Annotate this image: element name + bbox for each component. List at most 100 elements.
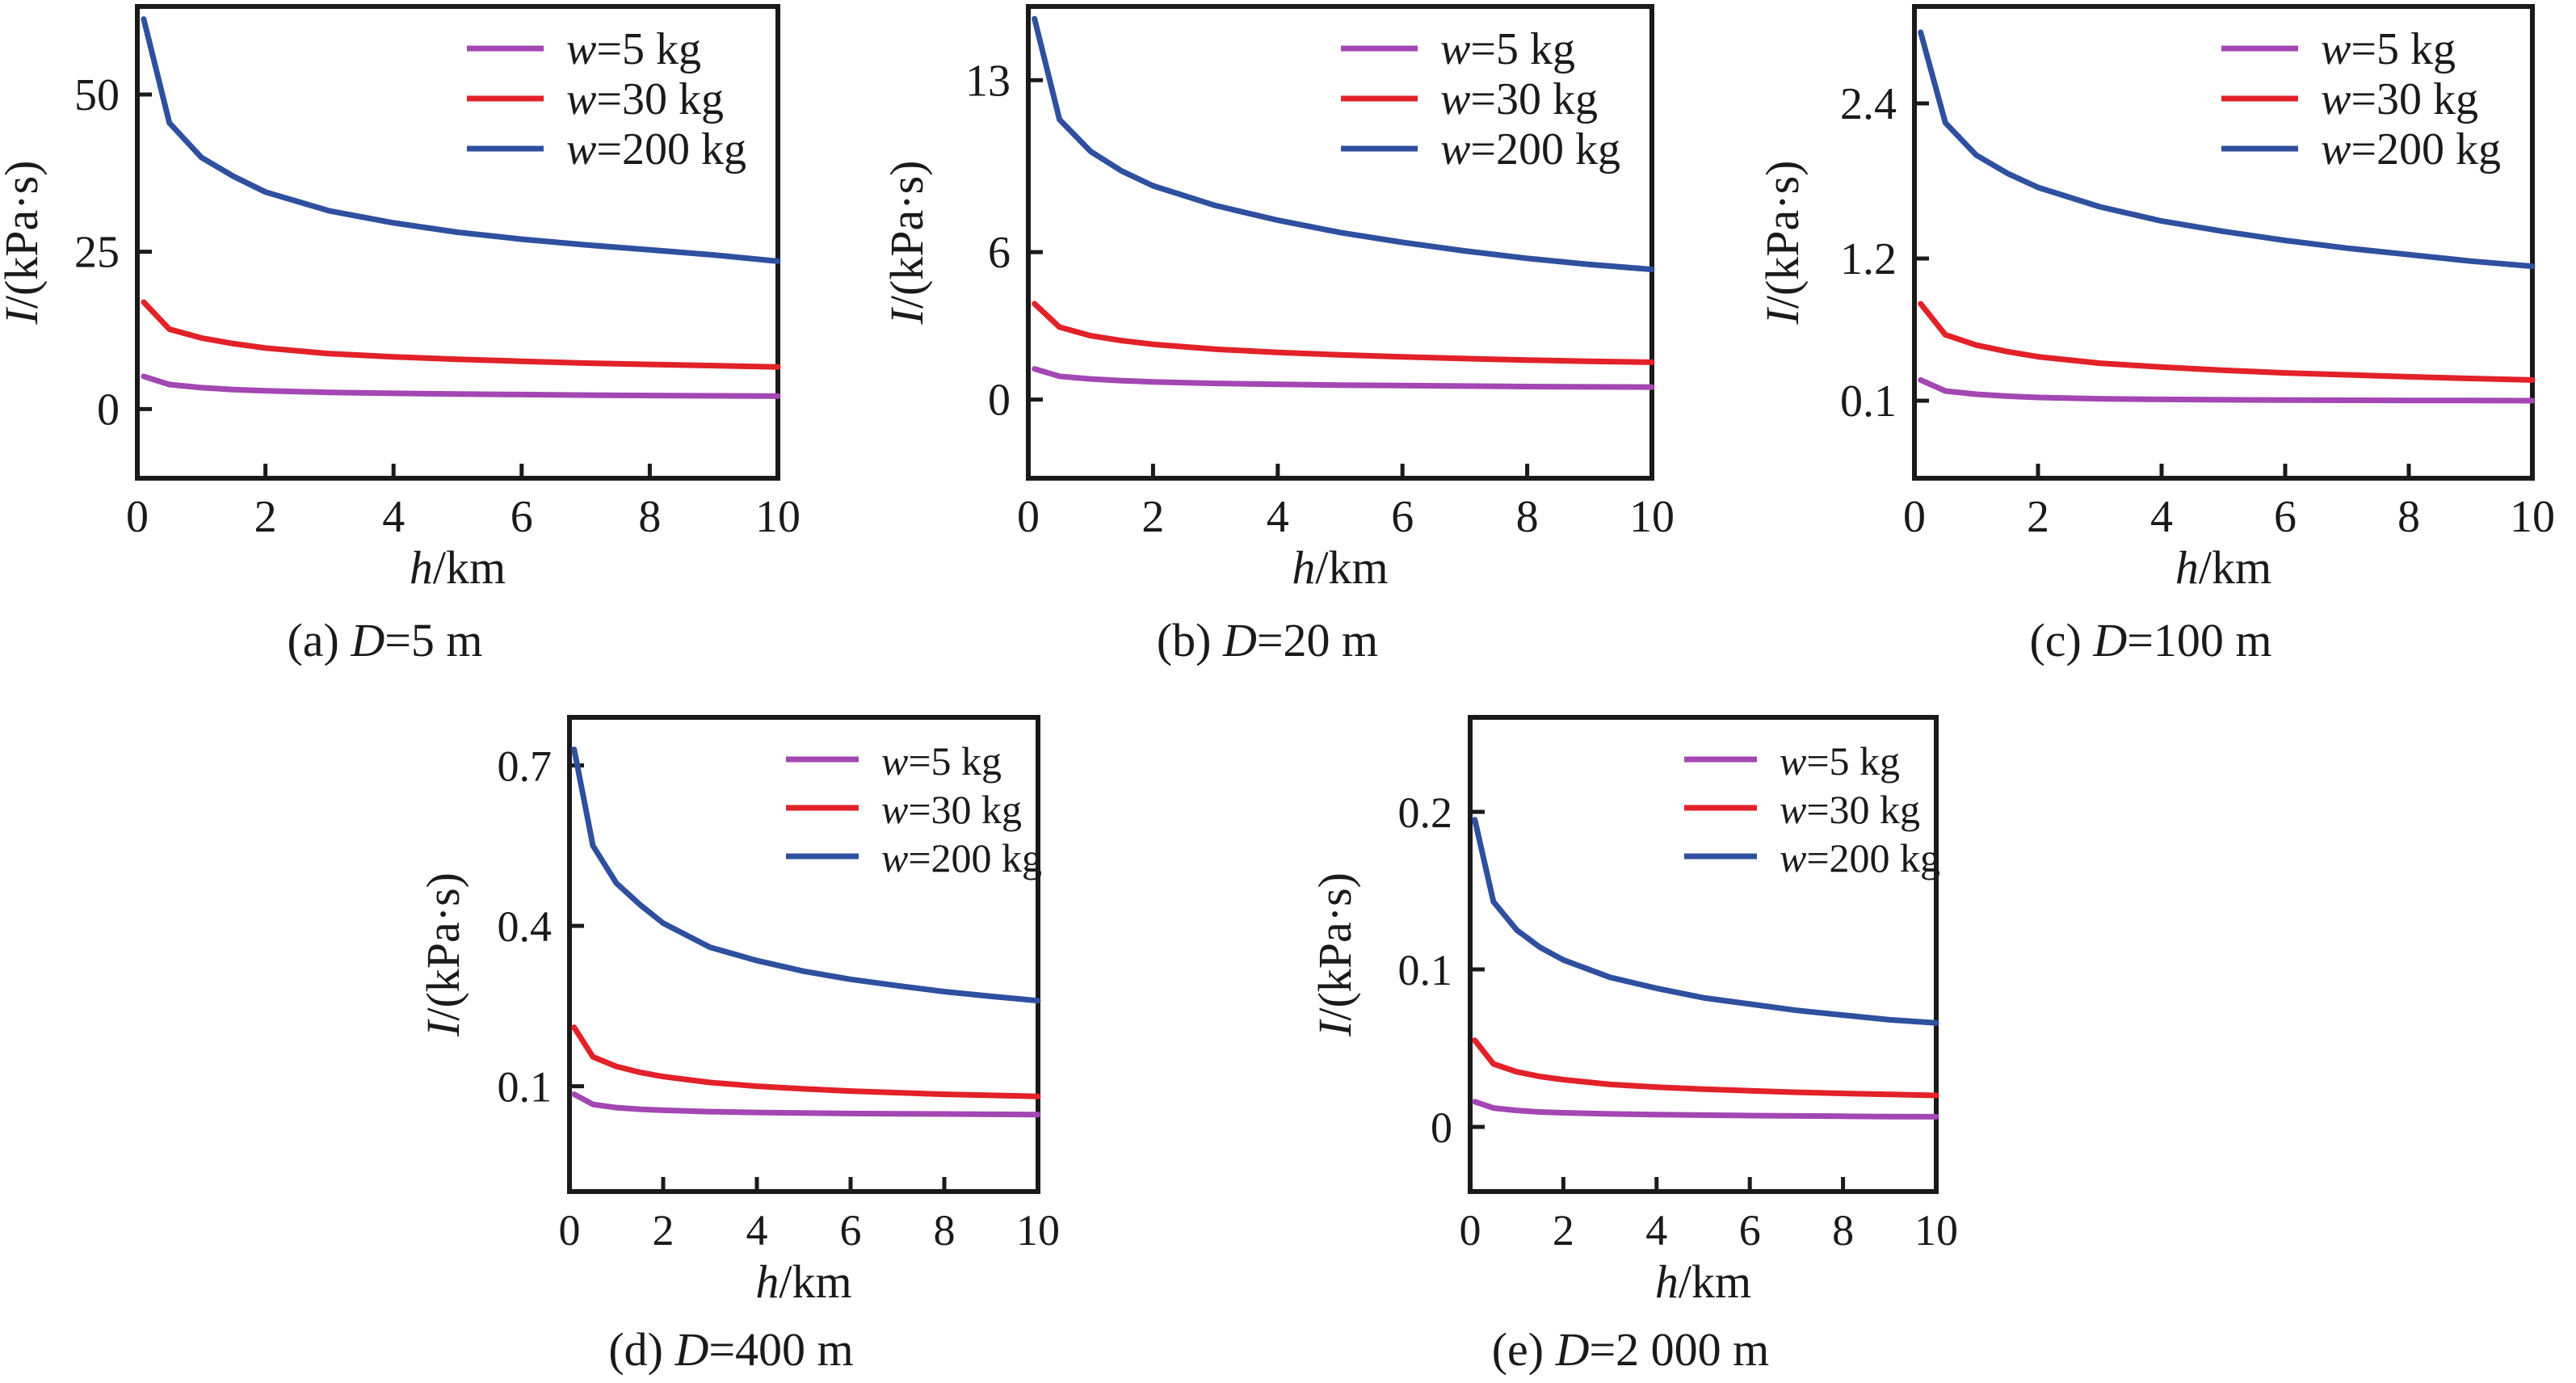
- x-tick-label: 8: [638, 492, 661, 542]
- x-tick-label: 0: [1460, 1206, 1481, 1255]
- panel-caption: (a) D=5 m: [287, 614, 482, 666]
- chart-panel-c: 0 2 4 6 8 10 0.1 1.2 2.4 h/km I/(kPa·s) (c) D=100 m…: [1756, 4, 2555, 666]
- plot-box: [135, 4, 780, 481]
- x-tick-label: 10: [1629, 492, 1675, 542]
- series-line: [1032, 366, 1655, 390]
- legend-label: w=5 kg: [881, 738, 1002, 784]
- x-tick-label: 6: [511, 492, 533, 542]
- series-line: [1918, 29, 2536, 270]
- series-line: [1472, 1099, 1939, 1120]
- legend-label: w=200 kg: [881, 835, 1042, 881]
- series-line: [571, 1024, 1041, 1099]
- x-axis-label: h/km: [1655, 1255, 1751, 1308]
- y-tick-label: 0.1: [1840, 376, 1897, 427]
- chart-panel-b: 0 2 4 6 8 10 0 6 13 h/km I/(kPa·s) (b) D=20 m w=5 kg…: [880, 4, 1675, 666]
- legend-label: w=200 kg: [566, 124, 746, 174]
- x-tick-label: 4: [746, 1206, 768, 1255]
- y-tick-label: 0: [988, 376, 1011, 426]
- x-axis-label: h/km: [2175, 541, 2271, 594]
- x-tick-label: 2: [1553, 1206, 1574, 1255]
- y-tick-label: 0: [1431, 1103, 1452, 1152]
- x-tick-label: 6: [1391, 492, 1414, 542]
- legend-label: w=200 kg: [1780, 835, 1940, 881]
- chart-panel-a: 0 2 4 6 8 10 0 25 50 h/km I/(kPa·s) (a) D=5 m w=5 kg…: [0, 4, 801, 666]
- x-tick-label: 2: [254, 492, 277, 542]
- series-line: [1918, 376, 2536, 404]
- x-tick-label: 4: [1267, 492, 1289, 542]
- legend-label: w=5 kg: [566, 24, 701, 74]
- panel-caption: (e) D=2 000 m: [1492, 1323, 1770, 1376]
- legend-label: w=30 kg: [881, 787, 1022, 832]
- legend-label: w=5 kg: [1780, 738, 1900, 784]
- y-tick-label: 0: [97, 385, 120, 435]
- x-axis-label: h/km: [755, 1255, 851, 1308]
- legend-label: w=200 kg: [2321, 124, 2501, 174]
- legend-label: w=30 kg: [1440, 74, 1598, 124]
- x-tick-label: 6: [840, 1206, 862, 1255]
- y-tick-label: 0.1: [498, 1063, 553, 1112]
- x-tick-label: 10: [1016, 1206, 1060, 1255]
- legend-label: w=200 kg: [1440, 124, 1620, 174]
- panel-caption: (d) D=400 m: [608, 1323, 853, 1376]
- y-tick-label: 0.7: [498, 742, 553, 791]
- series-line: [1472, 817, 1939, 1026]
- x-tick-label: 8: [1832, 1206, 1854, 1255]
- series-line: [141, 16, 781, 264]
- legend-label: w=30 kg: [1780, 787, 1920, 832]
- y-axis-label: I/(kPa·s): [880, 161, 933, 326]
- x-tick-label: 0: [559, 1206, 581, 1255]
- x-tick-label: 0: [1903, 492, 1926, 542]
- series-line: [571, 1091, 1041, 1118]
- plot-box: [567, 715, 1040, 1194]
- series-line: [1472, 1037, 1939, 1099]
- x-tick-label: 6: [2274, 492, 2297, 542]
- y-tick-label: 50: [74, 70, 120, 120]
- y-tick-label: 0.4: [498, 902, 553, 951]
- plot-box: [1468, 715, 1939, 1194]
- legend-label: w=30 kg: [2321, 74, 2478, 124]
- x-tick-label: 6: [1739, 1206, 1761, 1255]
- x-tick-label: 4: [2150, 492, 2173, 542]
- y-tick-label: 1.2: [1840, 234, 1897, 284]
- plot-box: [1912, 4, 2535, 481]
- y-axis-label: I/(kPa·s): [0, 161, 48, 326]
- y-tick-label: 0.2: [1398, 788, 1453, 837]
- panel-caption: (b) D=20 m: [1157, 614, 1378, 666]
- y-tick-label: 0.1: [1398, 946, 1453, 994]
- x-tick-label: 4: [1645, 1206, 1667, 1255]
- panel-caption: (c) D=100 m: [2029, 614, 2271, 666]
- y-axis-label: I/(kPa·s): [417, 872, 469, 1037]
- x-tick-label: 0: [1017, 492, 1040, 542]
- x-tick-label: 10: [755, 492, 801, 542]
- chart-panel-e: 0 2 4 6 8 10 0 0.1 0.2 h/km I/(kPa·s) (e) D=2 000 m…: [1309, 715, 1958, 1376]
- legend-label: w=5 kg: [2321, 24, 2456, 74]
- series-line: [1918, 301, 2536, 383]
- series-line: [1032, 301, 1655, 365]
- x-axis-label: h/km: [410, 541, 506, 594]
- x-tick-label: 0: [126, 492, 149, 542]
- x-tick-label: 2: [653, 1206, 674, 1255]
- y-tick-label: 6: [988, 228, 1011, 278]
- legend-label: w=5 kg: [1440, 24, 1575, 74]
- x-axis-label: h/km: [1292, 541, 1388, 594]
- plot-box: [1026, 4, 1654, 481]
- series-line: [141, 373, 781, 399]
- x-tick-label: 4: [382, 492, 405, 542]
- series-line: [571, 746, 1041, 1004]
- y-axis-label: I/(kPa·s): [1756, 161, 1809, 326]
- chart-panel-d: 0 2 4 6 8 10 0.1 0.4 0.7 h/km I/(kPa·s) (d) D=400 m…: [417, 715, 1060, 1376]
- x-tick-label: 10: [2510, 492, 2555, 542]
- series-line: [1032, 15, 1655, 272]
- x-tick-label: 8: [2397, 492, 2420, 542]
- x-tick-label: 8: [1516, 492, 1539, 542]
- series-line: [141, 299, 781, 370]
- x-tick-label: 8: [934, 1206, 956, 1255]
- x-tick-label: 2: [1141, 492, 1164, 542]
- legend-label: w=30 kg: [566, 74, 724, 124]
- y-tick-label: 25: [74, 228, 120, 278]
- y-tick-label: 13: [965, 56, 1011, 106]
- y-axis-label: I/(kPa·s): [1309, 872, 1361, 1037]
- y-tick-label: 2.4: [1840, 79, 1897, 129]
